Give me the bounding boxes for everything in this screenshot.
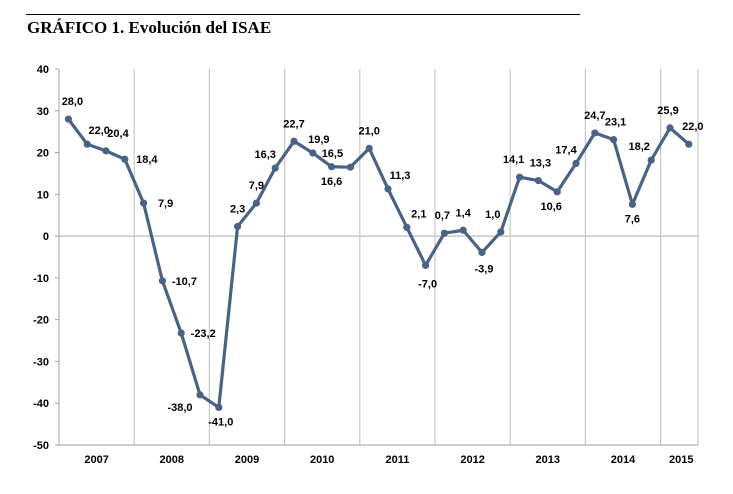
series-line <box>67 118 690 409</box>
data-point <box>215 403 223 411</box>
series-isae <box>64 115 693 411</box>
x-tick-labels: 2007 2008 2009 2010 2011 2012 2013 2014 2015 <box>84 454 693 466</box>
data-point <box>497 228 505 236</box>
data-point <box>478 248 486 257</box>
data-point <box>440 229 448 237</box>
data-point <box>610 136 618 144</box>
data-point <box>403 223 411 231</box>
data-point <box>591 129 599 137</box>
x-tick-label: 2012 <box>460 454 484 466</box>
data-point <box>290 137 298 145</box>
data-label: -7,0 <box>418 278 437 290</box>
data-label: 1,0 <box>485 209 500 221</box>
x-tick-label: 2009 <box>235 454 259 466</box>
data-point <box>271 164 279 172</box>
data-label: 21,0 <box>358 125 379 137</box>
grid <box>59 69 699 445</box>
y-tick-label: 10 <box>37 189 49 201</box>
y-tick-labels: 40 30 20 10 0 -10 -20 -30 -40 -50 <box>33 64 49 452</box>
data-label: -38,0 <box>167 402 192 414</box>
top-rule <box>26 14 580 15</box>
data-point <box>647 156 655 164</box>
data-label: -41,0 <box>208 416 233 428</box>
x-tick-label: 2008 <box>160 454 184 466</box>
data-point <box>553 188 561 196</box>
x-tick-label: 2010 <box>310 454 334 466</box>
data-label: 24,7 <box>584 110 605 122</box>
data-point <box>459 226 467 234</box>
y-tick-label: 40 <box>37 64 49 76</box>
data-point <box>572 159 580 168</box>
data-label: 1,4 <box>456 207 472 219</box>
data-point <box>252 199 260 207</box>
data-labels: 28,022,020,418,47,9-10,7-23,2-38,0-41,02… <box>62 96 704 428</box>
x-tick-label: 2013 <box>536 454 560 466</box>
axes <box>55 68 698 446</box>
data-point <box>309 149 317 157</box>
data-point <box>384 185 392 193</box>
data-label: 22,0 <box>88 125 109 137</box>
data-label: 7,6 <box>625 213 640 225</box>
data-label: 16,5 <box>322 148 343 160</box>
data-point <box>196 391 204 399</box>
data-label: -3,9 <box>475 263 494 275</box>
data-label: 25,9 <box>657 105 678 117</box>
data-point <box>121 155 129 163</box>
data-label: -10,7 <box>172 276 197 288</box>
data-label: 14,1 <box>503 154 524 166</box>
data-label: 16,3 <box>254 149 275 161</box>
data-label: 2,1 <box>411 208 426 220</box>
data-label: 28,0 <box>62 96 83 108</box>
y-tick-label: 20 <box>37 148 49 160</box>
x-tick-label: 2011 <box>385 454 409 466</box>
data-label: 23,1 <box>605 117 626 129</box>
data-point <box>666 124 674 132</box>
data-label: 18,4 <box>136 154 158 166</box>
y-tick-label: -20 <box>33 315 49 327</box>
data-label: 10,6 <box>540 201 561 213</box>
data-label: 7,9 <box>158 198 173 210</box>
y-tick-label: -50 <box>33 440 49 452</box>
data-label: 16,6 <box>321 176 342 188</box>
data-point <box>234 222 242 231</box>
data-point <box>64 115 72 123</box>
data-point <box>328 163 336 171</box>
data-point <box>534 176 543 185</box>
data-label: -23,2 <box>191 328 216 340</box>
chart-title: GRÁFICO 1. Evolución del ISAE <box>27 18 272 37</box>
data-label: 11,3 <box>390 170 411 182</box>
y-tick-label: 0 <box>43 231 49 243</box>
data-point <box>346 163 354 171</box>
data-point <box>158 277 166 285</box>
data-label: 19,9 <box>308 134 329 146</box>
data-point <box>140 199 148 207</box>
data-label: 22,0 <box>682 121 703 133</box>
y-tick-label: -10 <box>33 273 49 285</box>
data-label: 20,4 <box>107 128 129 140</box>
data-label: 22,7 <box>283 118 304 130</box>
data-point <box>685 140 693 148</box>
x-tick-label: 2007 <box>84 454 108 466</box>
data-point <box>102 147 110 155</box>
data-point <box>516 173 524 181</box>
data-point <box>628 200 637 208</box>
y-tick-label: -40 <box>33 398 49 410</box>
data-label: 18,2 <box>628 141 649 153</box>
data-label: 7,9 <box>249 180 264 192</box>
data-point <box>177 329 185 337</box>
data-label: 2,3 <box>230 204 245 216</box>
data-label: 17,4 <box>555 144 577 156</box>
data-point <box>365 144 373 152</box>
data-point <box>422 261 430 269</box>
data-label: 0,7 <box>435 210 450 222</box>
y-tick-label: 30 <box>37 106 49 118</box>
data-label: 13,3 <box>530 158 551 170</box>
x-tick-label: 2014 <box>611 454 636 466</box>
data-point <box>83 140 91 148</box>
x-tick-label: 2015 <box>669 454 693 466</box>
y-tick-label: -30 <box>33 356 49 368</box>
